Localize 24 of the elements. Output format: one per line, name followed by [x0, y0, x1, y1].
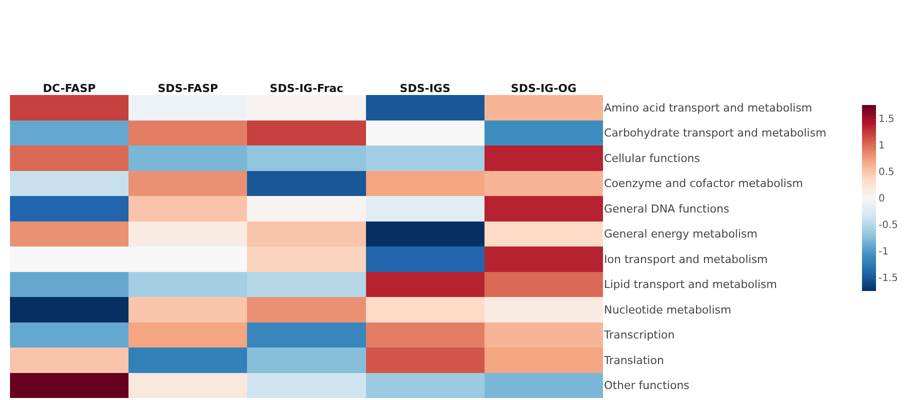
color-bar-label: 0.5: [878, 166, 894, 178]
y-tick-label: Coenzyme and cofactor metabolism: [604, 177, 803, 190]
x-tick-label: DC-FASP: [42, 82, 96, 95]
y-tick-label: Other functions: [604, 379, 690, 392]
color-bar-label: -0.5: [878, 220, 898, 232]
color-bar-label: -1.5: [878, 273, 898, 284]
color-bar-label: -1: [878, 246, 888, 258]
color-bar-label: 0: [878, 194, 885, 204]
x-tick-label: SDS-IG-Frac: [270, 82, 344, 95]
y-tick-label: Lipid transport and metabolism: [604, 278, 778, 292]
y-tick-label: General DNA functions: [604, 202, 730, 216]
y-tick-label: Nucleotide metabolism: [604, 303, 732, 316]
y-tick-label: Amino acid transport and metabolism: [604, 101, 812, 114]
color-bar-label: 1.5: [878, 114, 894, 125]
x-tick-label: SDS-IG-OG: [510, 82, 577, 95]
y-tick-label: Transcription: [603, 328, 675, 342]
y-tick-label: Carbohydrate transport and metabolism: [604, 126, 826, 140]
x-tick-label: SDS-IGS: [400, 82, 450, 95]
y-tick-label: Translation: [603, 354, 664, 367]
y-tick-label: General energy metabolism: [604, 228, 758, 241]
y-tick-label: Ion transport and metabolism: [604, 252, 768, 266]
x-tick-label: SDS-FASP: [158, 82, 218, 95]
color-bar-label: 1: [878, 140, 885, 152]
y-tick-label: Cellular functions: [604, 152, 700, 165]
